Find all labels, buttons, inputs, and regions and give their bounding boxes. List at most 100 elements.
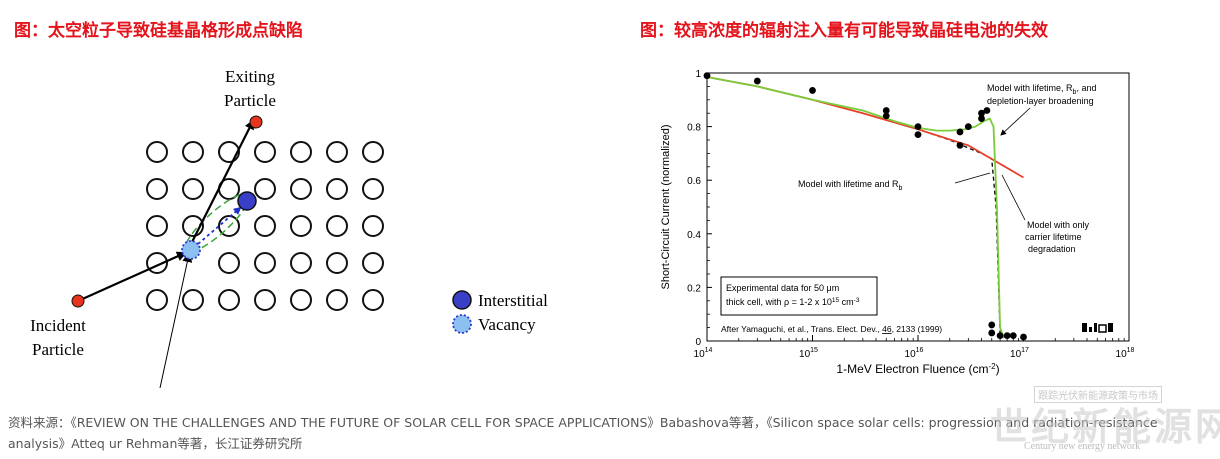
data-point [956,128,964,136]
lattice-atom [182,178,204,200]
lattice-atom [218,141,240,163]
data-point [914,123,922,130]
lattice-atom [146,289,168,311]
lattice-atom [326,178,348,200]
data-point [1009,332,1017,340]
x-axis-label: 1-MeV Electron Fluence (cm-2) [836,362,999,376]
silicon-lattice [146,141,384,311]
pointer-line [159,252,193,388]
legend-interstitial-label: Interstitial [478,291,548,310]
lattice-atom [254,178,276,200]
lattice-atom [290,289,312,311]
left-panel-title: 图：太空粒子导致硅基晶格形成点缺陷 [14,21,303,41]
x-tick-label: 1018 [1116,347,1135,360]
lattice-atom [362,252,384,274]
interstitial-atom [237,191,257,211]
right-panel-title: 图：较高浓度的辐射注入量有可能导致晶硅电池的失效 [640,21,1048,41]
data-point [914,131,922,139]
data-point [988,321,996,329]
lattice-atom [326,215,348,237]
y-tick-label: 0.4 [687,230,701,241]
x-tick-label: 1017 [1010,347,1029,360]
data-point [1020,333,1027,341]
data-point [882,112,890,120]
data-point [956,141,964,149]
citation: After Yamaguchi, et al., Trans. Elect. D… [721,324,942,334]
annotation-lifetime-rb: Model with lifetime and Rb [798,179,903,192]
lattice-atom [362,178,384,200]
data-points [703,72,1027,341]
watermark-tagline: 跟踪光伏新能源政策与市场 [1034,386,1162,403]
y-axis-label: Short-Circuit Current (normalized) [660,124,672,289]
source-note: 资料来源：《REVIEW ON THE CHALLENGES AND THE F… [8,412,1213,454]
lattice-atom [146,215,168,237]
source-line1: 资料来源：《REVIEW ON THE CHALLENGES AND THE F… [8,415,1158,430]
data-point [988,329,996,337]
y-tick-label: 0.8 [687,123,701,134]
y-tick-label: 1 [695,69,701,80]
lattice-atom [362,141,384,163]
data-point [753,77,761,85]
annotation-only-lifetime-line2: carrier lifetime [1025,232,1082,242]
source-line2: analysis》Atteq ur Rehman等著，长江证券研究所 [8,436,303,451]
lattice-atom [218,252,240,274]
x-tick-label: 1014 [694,347,713,360]
y-tick-label: 0 [695,337,701,348]
lattice-atom [254,215,276,237]
data-point [703,72,711,80]
lattice-atom [362,215,384,237]
publisher-logo [1082,323,1113,333]
lattice-defect-diagram: Exiting Particle Incident Particle Inter… [30,67,548,388]
lattice-atom [290,178,312,200]
lattice-atom [326,141,348,163]
incident-label-line1: Incident [30,316,86,335]
lattice-atom [182,141,204,163]
lattice-atom [254,141,276,163]
data-point [983,107,991,114]
annotation-lifetime-rb-pointer [954,172,991,184]
x-tick-label: 1016 [905,347,924,360]
data-point [1003,332,1011,340]
incident-trajectory-arrow [77,251,187,303]
lattice-atom [146,178,168,200]
inset-line2: thick cell, with ρ = 1-2 x 1015 cm-3 [726,297,860,307]
lattice-atom [290,215,312,237]
annotation-rb-depletion-line1: Model with lifetime, Rb, and [987,83,1096,96]
legend-vacancy-label: Vacancy [478,315,536,334]
annotation-rb-depletion-pointer [1000,107,1031,136]
annotation-only-lifetime-line3: degradation [1028,244,1076,254]
y-tick-label: 0.2 [687,283,701,294]
incident-particle [71,294,85,308]
fluence-chart: 0 0.2 0.4 0.6 0.8 1 1014 1015 1016 1017 1018 Short… [660,69,1135,376]
legend-vacancy-marker [452,314,472,334]
watermark-logo: 世纪新能源网 [990,404,1220,449]
lattice-atom [254,252,276,274]
data-point [964,123,972,130]
x-tick-label: 1015 [799,347,818,360]
exiting-trajectory-arrow [189,119,254,247]
lattice-atom [326,252,348,274]
axis-ticks: 0 0.2 0.4 0.6 0.8 1 1014 1015 1016 1017 1018 [687,69,1134,360]
lattice-atom [290,141,312,163]
lattice-atom [290,252,312,274]
legend: Interstitial Vacancy [452,290,548,334]
vacancy-site [181,240,201,260]
annotation-rb-depletion-line2: depletion-layer broadening [987,96,1094,106]
lattice-atom [326,289,348,311]
exiting-particle [249,115,263,129]
lattice-atom [254,289,276,311]
legend-interstitial-marker [452,290,472,310]
data-point [996,332,1004,340]
lattice-atom [182,289,204,311]
lattice-atom [218,289,240,311]
annotation-only-lifetime-pointer [1001,174,1026,221]
inset-line1: Experimental data for 50 μm [726,283,839,293]
incident-label-line2: Particle [32,340,84,359]
y-tick-label: 0.6 [687,176,701,187]
annotation-only-lifetime-line1: Model with only [1027,220,1090,230]
lattice-atom [146,141,168,163]
inset-box [720,276,878,316]
exiting-label-line2: Particle [224,91,276,110]
exiting-label-line1: Exiting [225,67,276,86]
lattice-atom [362,289,384,311]
